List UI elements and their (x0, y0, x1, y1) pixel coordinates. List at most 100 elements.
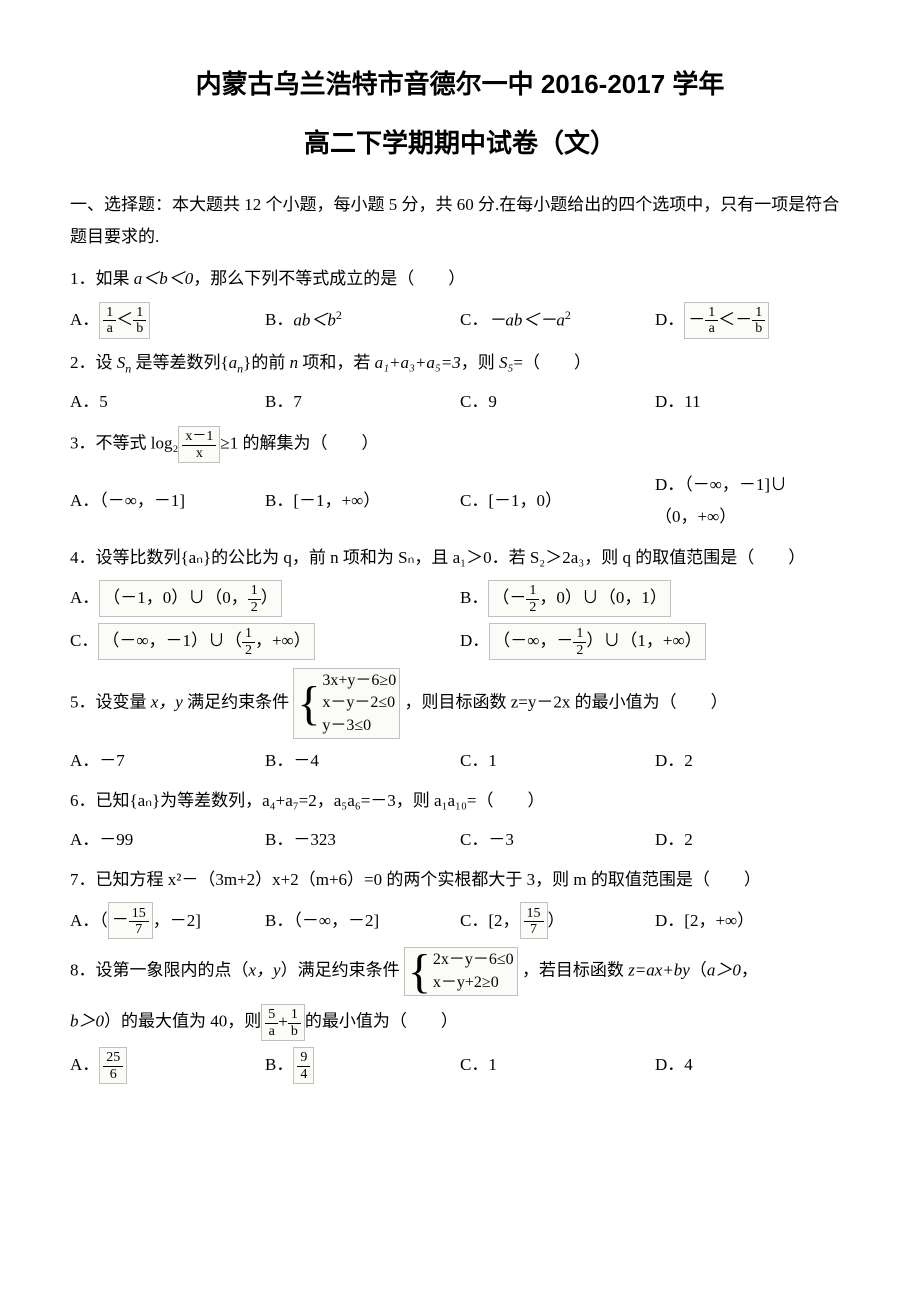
q1-b-math: ab＜b2 (293, 304, 342, 337)
q1-opt-b: B． ab＜b2 (265, 302, 460, 339)
q4-options-row1: A． （－1，0）∪（0，12） B． （－12，0）∪（0，1） (70, 580, 850, 617)
q8-frac-expr: 5a+1b (261, 1004, 305, 1041)
q2-opt-b: B．7 (265, 386, 460, 418)
q3-opt-b: B．[－1，+∞） (265, 469, 460, 534)
q8-constraints: { 2x－y－6≤0 x－y+2≥0 (404, 947, 518, 996)
q1-c-math: －ab＜－a2 (488, 304, 571, 337)
q5-opt-c: C．1 (460, 745, 655, 777)
question-1: 1．如果 a＜b＜0，那么下列不等式成立的是（ ） (70, 263, 850, 295)
q8-a-frac: 256 (99, 1047, 127, 1084)
q4-d-math: （－∞，－12）∪（1，+∞） (489, 623, 705, 660)
q8-m2: ，若目标函数 (522, 961, 628, 980)
q7-opt-d: D．[2，+∞） (655, 902, 850, 939)
q2-m4: ，则 (461, 353, 499, 372)
q8-a-pre: A． (70, 1049, 99, 1081)
q1-b-prefix: B． (265, 304, 293, 336)
q7-c-frac: 157 (520, 902, 548, 939)
q7-a-frac: －157 (108, 902, 153, 939)
q1-d-math: －1a＜－1b (684, 302, 769, 339)
q2-m3: 项和，若 (298, 353, 375, 372)
question-5: 5．设变量 x，y 满足约束条件 { 3x+y－6≥0 x－y－2≤0 y－3≤… (70, 668, 850, 739)
q2-opt-a: A．5 (70, 386, 265, 418)
section-instruction: 一、选择题：本大题共 12 个小题，每小题 5 分，共 60 分.在每小题给出的… (70, 189, 850, 254)
question-7: 7．已知方程 x²－（3m+2）x+2（m+6）=0 的两个实根都大于 3，则 … (70, 864, 850, 896)
q2-pre: 2．设 (70, 353, 117, 372)
q6-opt-c: C．－3 (460, 824, 655, 856)
q1-inequality: a＜b＜0 (134, 269, 194, 288)
q2-m1: 是等差数列{ (131, 353, 228, 372)
q7-options: A．（－157，－2] B．（－∞，－2] C．[2，157） D．[2，+∞） (70, 902, 850, 939)
q5-post: ，则目标函数 z=y－2x 的最小值为（ ） (404, 692, 727, 711)
q4-a-math: （－1，0）∪（0，12） (99, 580, 282, 617)
q7-c-post: ） (548, 905, 565, 937)
q8-l2-m2: 的最小值为（ ） (305, 1012, 458, 1031)
q8-opt-a: A．256 (70, 1047, 265, 1084)
q4-b-pre: B． (460, 582, 488, 614)
q5-c2: x－y－2≤0 (322, 692, 396, 714)
q6-opt-b: B．－323 (265, 824, 460, 856)
q5-opt-a: A．－7 (70, 745, 265, 777)
q4-opt-a: A． （－1，0）∪（0，12） (70, 580, 460, 617)
q1-a-prefix: A． (70, 304, 99, 336)
q6-opt-d: D．2 (655, 824, 850, 856)
q7-opt-b: B．（－∞，－2] (265, 902, 460, 939)
q2-opt-c: C．9 (460, 386, 655, 418)
q2-sn: S (117, 353, 126, 372)
q7-a-post: ，－2] (153, 905, 201, 937)
question-8: 8．设第一象限内的点（x，y）满足约束条件 { 2x－y－6≤0 x－y+2≥0… (70, 947, 850, 996)
q1-opt-a: A． 1a＜1b (70, 302, 265, 339)
q8-m1: ）满足约束条件 (281, 961, 400, 980)
q5-c1: 3x+y－6≥0 (322, 670, 396, 692)
q1-opt-c: C． －ab＜－a2 (460, 302, 655, 339)
q5-mid: 满足约束条件 (183, 692, 289, 711)
q8-a: a＞0 (707, 961, 741, 980)
q8-l2-m1: ）的最大值为 40，则 (104, 1012, 261, 1031)
q3-frac: x－1x (178, 426, 220, 463)
q1-d-prefix: D． (655, 304, 684, 336)
q5-constraints: { 3x+y－6≥0 x－y－2≤0 y－3≤0 (293, 668, 400, 739)
q7-a-pre: A．（ (70, 905, 108, 937)
q8-opt-c: C．1 (460, 1047, 655, 1084)
q1-stem-post: ，那么下列不等式成立的是（ ） (193, 269, 465, 288)
q4-options-row2: C． （－∞，－1）∪（12，+∞） D． （－∞，－12）∪（1，+∞） (70, 623, 850, 660)
q3-options: A．（－∞，－1] B．[－1，+∞） C．[－1，0） D．（－∞，－1]∪（… (70, 469, 850, 534)
q7-opt-a: A．（－157，－2] (70, 902, 265, 939)
q2-m2: }的前 (243, 353, 289, 372)
title-line-1: 内蒙古乌兰浩特市音德尔一中 2016-2017 学年 (70, 60, 850, 109)
q3-post: ≥1 的解集为（ ） (220, 434, 378, 453)
q5-pre: 5．设变量 (70, 692, 151, 711)
q1-a-math: 1a＜1b (99, 302, 150, 339)
question-8-line2: b＞0）的最大值为 40，则5a+1b的最小值为（ ） (70, 1004, 850, 1041)
q8-z: z=ax+by (628, 961, 690, 980)
q8-opt-d: D．4 (655, 1047, 850, 1084)
q1-c-prefix: C． (460, 304, 488, 336)
question-6: 6．已知{aₙ}为等差数列，a₄+a₇=2，a₅a₆=－3，则 a₁a₁₀=（ … (70, 785, 850, 817)
q8-pre: 8．设第一象限内的点（ (70, 961, 249, 980)
q2-n: n (290, 353, 299, 372)
q5-options: A．－7 B．－4 C．1 D．2 (70, 745, 850, 777)
q5-opt-b: B．－4 (265, 745, 460, 777)
q2-post: =（ ） (513, 353, 591, 372)
q8-b-pre: B． (265, 1049, 293, 1081)
q7-c-pre: C．[2， (460, 905, 520, 937)
q4-opt-d: D． （－∞，－12）∪（1，+∞） (460, 623, 850, 660)
q3-opt-a: A．（－∞，－1] (70, 469, 265, 534)
q2-eq: a₁+a₃+a₅=3 (375, 353, 461, 372)
q3-opt-c: C．[－1，0） (460, 469, 655, 534)
q7-opt-c: C．[2，157） (460, 902, 655, 939)
question-4: 4．设等比数列{aₙ}的公比为 q，前 n 项和为 Sₙ，且 a₁＞0．若 S₂… (70, 542, 850, 574)
q3-opt-d: D．（－∞，－1]∪（0，+∞） (655, 469, 850, 534)
q2-s5: S₅ (499, 353, 513, 372)
question-3: 3．不等式 log₂x－1x≥1 的解集为（ ） (70, 426, 850, 463)
q2-an: a (229, 353, 238, 372)
q8-options: A．256 B．94 C．1 D．4 (70, 1047, 850, 1084)
q1-options: A． 1a＜1b B． ab＜b2 C． －ab＜－a2 D． －1a＜－1b (70, 302, 850, 339)
q5-opt-d: D．2 (655, 745, 850, 777)
q8-opt-b: B．94 (265, 1047, 460, 1084)
q4-d-pre: D． (460, 625, 489, 657)
q8-c2: x－y+2≥0 (433, 972, 514, 994)
q8-b-frac: 94 (293, 1047, 314, 1084)
q8-xy: x，y (249, 961, 281, 980)
q3-pre: 3．不等式 log₂ (70, 434, 178, 453)
q4-c-pre: C． (70, 625, 98, 657)
